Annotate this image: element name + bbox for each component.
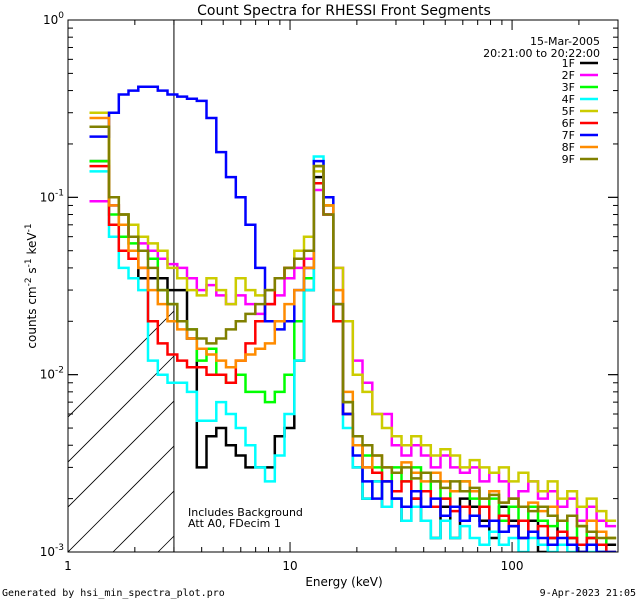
legend-label: 6F <box>562 117 575 130</box>
x-tick-label: 10 <box>282 559 297 573</box>
series-lines <box>89 85 617 552</box>
date-annotation: 15-Mar-2005 20:21:00 to 20:22:00 <box>483 35 600 60</box>
legend-label: 9F <box>562 153 575 166</box>
x-axis: 1 10 100 <box>64 20 619 573</box>
x-tick-label: 1 <box>64 559 72 573</box>
hatch-mask <box>173 20 618 552</box>
y-tick-label: 10-1 <box>40 188 64 204</box>
x-tick-label: 100 <box>501 559 524 573</box>
y-axis: 10-3 10-2 10-1 100 <box>40 11 618 559</box>
legend-label: 3F <box>562 81 575 94</box>
footer-timestamp: 9-Apr-2023 21:05 <box>540 588 636 599</box>
x-axis-label: Energy (keV) <box>305 575 382 589</box>
chart-title: Count Spectra for RHESSI Front Segments <box>197 3 491 19</box>
y-tick-label: 10-2 <box>40 366 64 382</box>
note-line-1: Includes Background <box>188 506 303 519</box>
y-axis-label: counts cm-2 s-1 keV-1 <box>24 223 39 348</box>
legend-label: 1F <box>562 57 575 70</box>
y-tick-label: 10-3 <box>40 543 64 559</box>
series-line-8F <box>89 116 617 540</box>
plot-frame <box>67 19 619 553</box>
date-label: 15-Mar-2005 <box>530 35 600 48</box>
legend-label: 2F <box>562 69 575 82</box>
series-line-7F <box>89 85 617 552</box>
excluded-region <box>68 20 618 552</box>
legend-label: 5F <box>562 105 575 118</box>
legend-label: 8F <box>562 141 575 154</box>
series-line-5F <box>89 111 617 523</box>
legend-label: 7F <box>562 129 575 142</box>
legend-label: 4F <box>562 93 575 106</box>
footer-generator: Generated by hsi_min_spectra_plot.pro <box>2 588 225 599</box>
note-line-2: Att A0, FDecim 1 <box>188 517 281 530</box>
series-line-4F <box>89 155 617 552</box>
series-line-9F <box>89 125 617 540</box>
time-range-label: 20:21:00 to 20:22:00 <box>483 47 600 60</box>
background-note: Includes Background Att A0, FDecim 1 <box>188 506 303 530</box>
y-tick-label: 100 <box>43 11 64 27</box>
